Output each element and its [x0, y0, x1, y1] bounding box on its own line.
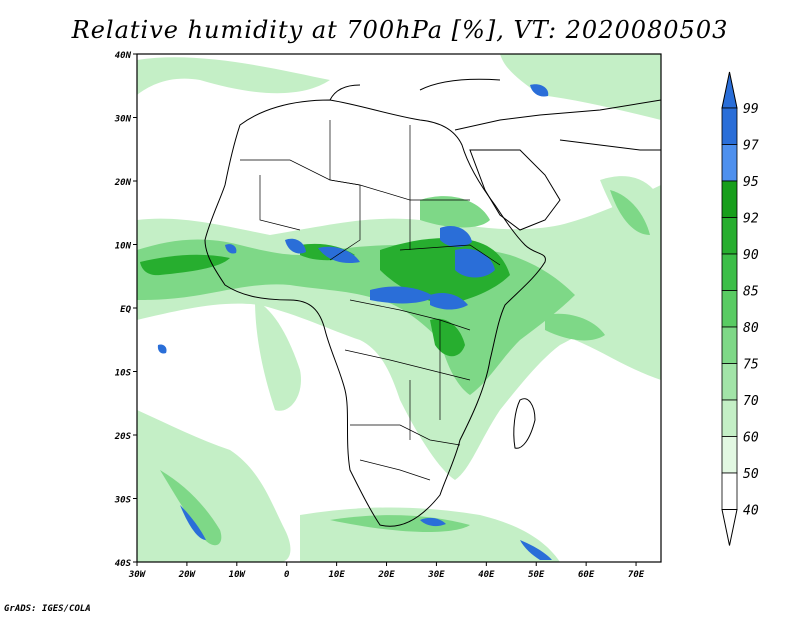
lat-tick-label: 40N	[115, 51, 132, 61]
humidity-light-areas	[137, 54, 661, 562]
coastline-outlines	[204, 78, 662, 527]
lat-tick-label: 40S	[115, 559, 132, 569]
lat-tick-label: 30N	[114, 115, 132, 125]
colorbar-box	[721, 217, 738, 255]
grads-credit: GrADS: IGES/COLA	[4, 604, 91, 614]
colorbar-label: 90	[743, 248, 759, 263]
lon-tick-label: 20W	[178, 570, 197, 580]
latitude-ticks: 40N 30N 20N 10N EQ 10S 20S 30S 40S	[114, 51, 137, 569]
colorbar-label: 97	[743, 139, 759, 154]
colorbar-label: 92	[743, 212, 759, 227]
colorbar-box	[721, 290, 738, 328]
colorbar-top-arrow	[721, 71, 738, 109]
lon-tick-label: 40E	[478, 570, 495, 580]
colorbar-box	[721, 326, 738, 364]
lon-tick-label: 10W	[229, 570, 247, 580]
lon-tick-label: 30W	[128, 570, 147, 580]
colorbar-box	[721, 472, 738, 510]
colorbar-box	[721, 363, 738, 401]
lat-tick-label: 20N	[114, 178, 132, 188]
colorbar-bottom-arrow	[721, 509, 738, 546]
lon-tick-label: 0	[284, 570, 290, 580]
colorbar-box	[721, 436, 738, 474]
colorbar-box	[721, 180, 738, 218]
colorbar-label: 85	[743, 285, 759, 300]
colorbar-label: 70	[743, 394, 759, 409]
colorbar-box	[721, 253, 738, 291]
colorbar-label: 95	[743, 175, 759, 190]
lon-tick-label: 60E	[578, 570, 595, 580]
colorbar-label: 99	[743, 102, 759, 117]
lon-tick-label: 70E	[628, 570, 645, 580]
colorbar-box	[721, 144, 738, 182]
colorbar-label: 75	[743, 358, 759, 373]
colorbar: 99 97 95 92 90 85 80 75 70 60 50 40	[721, 71, 759, 546]
humidity-blue-areas	[157, 84, 552, 560]
lat-tick-label: EQ	[120, 305, 131, 315]
humidity-field	[137, 54, 661, 562]
lat-tick-label: 10N	[115, 242, 132, 252]
colorbar-label: 80	[743, 321, 759, 336]
colorbar-label: 50	[743, 467, 759, 482]
colorbar-box	[721, 399, 738, 437]
colorbar-label: 60	[743, 431, 759, 446]
lat-tick-label: 30S	[114, 496, 132, 506]
lat-tick-label: 10S	[115, 369, 132, 379]
lat-tick-label: 20S	[114, 432, 132, 442]
lon-tick-label: 30E	[427, 570, 445, 580]
colorbar-label: 40	[743, 504, 759, 519]
lon-tick-label: 50E	[528, 570, 545, 580]
lon-tick-label: 20E	[377, 570, 395, 580]
country-borders	[240, 120, 501, 481]
longitude-ticks: 30W 20W 10W 0 10E 20E 30E 40E 50E 60E 70E	[128, 562, 645, 580]
colorbar-box	[721, 107, 738, 145]
map-title: Relative humidity at 700hPa [%], VT: 202…	[71, 16, 729, 44]
lon-tick-label: 10E	[328, 570, 345, 580]
